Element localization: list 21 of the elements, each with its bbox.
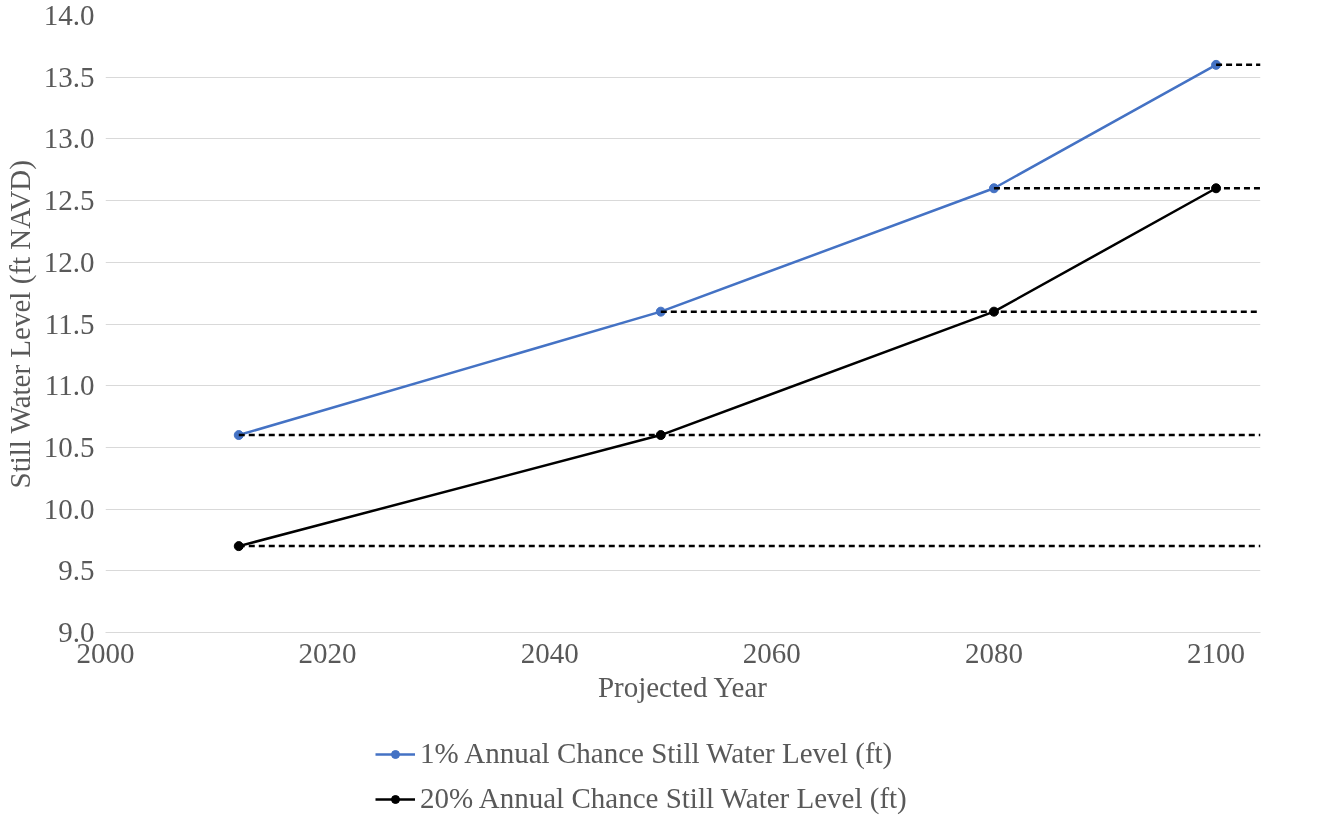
y-axis-title: Still Water Level (ft NAVD) (3, 160, 37, 489)
x-tick-label: 2020 (298, 636, 357, 669)
y-tick-label: 11.5 (44, 307, 95, 340)
point (233, 541, 244, 552)
legend-label: 1% Annual Chance Still Water Level (ft) (420, 737, 893, 770)
y-tick-label: 12.5 (43, 184, 95, 217)
y-tick-label: 10.5 (43, 430, 95, 463)
y-tick-label: 13.5 (43, 60, 95, 93)
legend-label: 20% Annual Chance Still Water Level (ft) (420, 782, 907, 815)
y-tick-label: 9.5 (58, 554, 95, 587)
x-tick-label: 2060 (742, 636, 801, 669)
y-tick-label: 11.0 (44, 369, 95, 402)
y-tick-label: 10.0 (43, 492, 95, 525)
x-tick-label: 2100 (1187, 636, 1246, 669)
x-axis-title: Projected Year (597, 670, 768, 703)
y-tick-label: 14.0 (43, 0, 95, 31)
x-tick-label: 2080 (964, 636, 1023, 669)
y-tick-label: 12.0 (43, 245, 95, 278)
x-tick-label: 2040 (520, 636, 579, 669)
y-tick-label: 13.0 (43, 122, 95, 155)
point (655, 430, 666, 441)
